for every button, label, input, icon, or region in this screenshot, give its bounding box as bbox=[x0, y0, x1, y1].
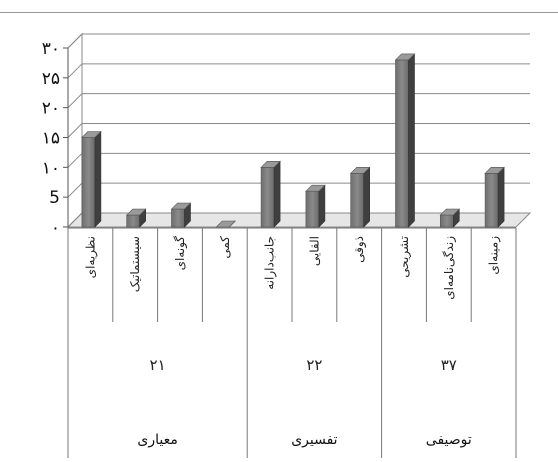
bar bbox=[349, 166, 371, 228]
bar-front bbox=[171, 208, 185, 228]
group-total: ۳۷ bbox=[441, 356, 457, 374]
y-tick-label: ۲۵ bbox=[42, 69, 60, 89]
bar-front bbox=[305, 190, 320, 228]
group-total: ۲۱ bbox=[150, 356, 166, 374]
bar-front bbox=[350, 173, 365, 228]
bar bbox=[260, 160, 281, 228]
y-tick-label: ۲۰ bbox=[42, 99, 60, 119]
bar-side bbox=[497, 166, 505, 228]
bar bbox=[170, 202, 192, 228]
group-label: معیاری bbox=[137, 432, 177, 448]
bar bbox=[305, 184, 326, 228]
bar-front bbox=[484, 173, 499, 228]
y-tick-label: ۱۵ bbox=[42, 129, 60, 149]
gridlines bbox=[67, 33, 530, 228]
bar bbox=[394, 53, 416, 228]
category-label: ذوقی bbox=[352, 236, 367, 263]
plot-walls bbox=[66, 32, 532, 229]
category-label: سیستماتیک bbox=[128, 236, 142, 292]
bars bbox=[81, 53, 505, 228]
bar-front bbox=[439, 214, 454, 228]
category-label: زمینه‌ای bbox=[487, 236, 502, 275]
bar-top bbox=[305, 184, 326, 192]
bar-top bbox=[394, 53, 416, 61]
bar-top bbox=[81, 131, 102, 138]
bar-top bbox=[260, 161, 281, 168]
bar-side bbox=[94, 130, 102, 228]
gridline bbox=[67, 123, 530, 138]
top-rule bbox=[0, 12, 558, 13]
gridline bbox=[67, 182, 530, 198]
bar-side bbox=[273, 160, 281, 228]
bar-top bbox=[349, 167, 371, 174]
category-label: جانب‌دارانه bbox=[263, 236, 278, 290]
gridline bbox=[67, 33, 530, 49]
bar-top bbox=[439, 208, 461, 216]
bar-top bbox=[215, 220, 237, 228]
category-label: کمی bbox=[218, 236, 232, 259]
gridline bbox=[67, 63, 530, 79]
y-tick-label: 5 bbox=[49, 188, 60, 208]
bar bbox=[439, 208, 461, 228]
gridline bbox=[67, 152, 530, 168]
bar-front bbox=[81, 137, 96, 228]
group-label: توصیفی bbox=[426, 432, 472, 448]
bar bbox=[215, 220, 237, 228]
bar-front bbox=[260, 167, 275, 228]
group-label: تفسیری bbox=[291, 432, 337, 448]
gridline bbox=[67, 93, 530, 109]
category-label: تشریحی bbox=[397, 236, 412, 278]
bar-top bbox=[125, 208, 147, 216]
bar-front bbox=[395, 59, 409, 228]
bar-top bbox=[170, 202, 192, 210]
bar-side bbox=[408, 53, 415, 228]
category-table: نظریه‌ای سیستماتیک گونه‌ای کمی جانب‌دارانه ال… bbox=[67, 227, 517, 458]
bar-side bbox=[363, 166, 371, 228]
group-total: ۲۲ bbox=[306, 356, 322, 374]
bar-side bbox=[318, 184, 326, 228]
bar bbox=[125, 208, 147, 228]
y-axis-ticks: ۰ 5 ۱۰ ۱۵ ۲۰ ۲۵ ۳۰ bbox=[42, 39, 69, 238]
category-label: نظریه‌ای bbox=[83, 236, 98, 278]
y-tick-label: ۰ bbox=[51, 218, 60, 238]
bar-front bbox=[126, 214, 140, 228]
y-tick-label: ۳۰ bbox=[42, 39, 60, 59]
y-tick-label: ۱۰ bbox=[42, 158, 60, 178]
category-label: گونه‌ای bbox=[173, 236, 188, 271]
category-label: زندگی‌نامه‌ای bbox=[442, 236, 457, 300]
bar bbox=[81, 130, 102, 228]
category-label: القایی bbox=[307, 236, 321, 266]
bar bbox=[484, 166, 505, 228]
bar-top bbox=[484, 167, 505, 174]
